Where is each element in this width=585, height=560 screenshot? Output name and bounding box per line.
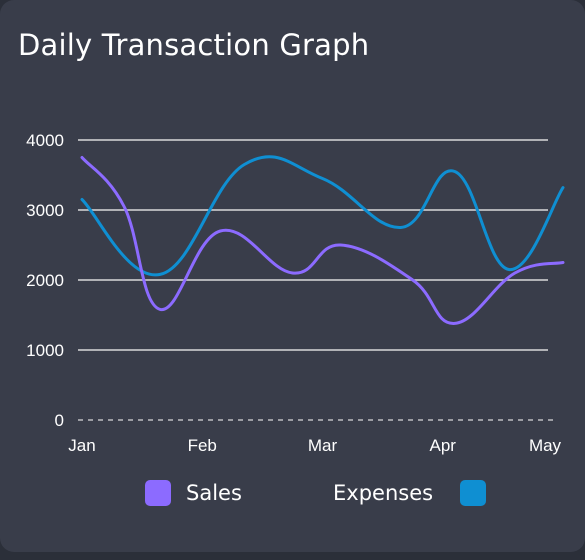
- y-axis-tick-labels: 0 1000 2000 3000 4000: [26, 131, 64, 430]
- chart-title: Daily Transaction Graph: [18, 28, 370, 62]
- y-tick-label: 3000: [26, 201, 64, 220]
- legend-sales-swatch[interactable]: [145, 480, 171, 506]
- series-line-sales: [80, 156, 565, 325]
- y-tick-label: 0: [55, 411, 64, 430]
- series-line-expenses: [80, 155, 565, 277]
- chart-legend: Sales Expenses: [0, 474, 585, 514]
- grid-lines: [78, 139, 557, 421]
- y-tick-label: 1000: [26, 341, 64, 360]
- x-tick-label: Apr: [430, 436, 457, 455]
- x-tick-label: Feb: [188, 436, 217, 455]
- x-tick-label: Jan: [68, 436, 95, 455]
- y-tick-label: 4000: [26, 131, 64, 150]
- x-tick-label: Mar: [308, 436, 338, 455]
- legend-expenses-label[interactable]: Expenses: [333, 481, 434, 505]
- series-lines: [80, 155, 565, 325]
- y-tick-label: 2000: [26, 271, 64, 290]
- x-tick-label: May: [529, 436, 562, 455]
- legend-sales-label[interactable]: Sales: [186, 481, 242, 505]
- x-axis-tick-labels: Jan Feb Mar Apr May: [68, 436, 561, 455]
- legend-expenses-swatch[interactable]: [460, 480, 486, 506]
- line-chart: 0 1000 2000 3000 4000 Jan Feb Mar Apr May: [26, 131, 565, 455]
